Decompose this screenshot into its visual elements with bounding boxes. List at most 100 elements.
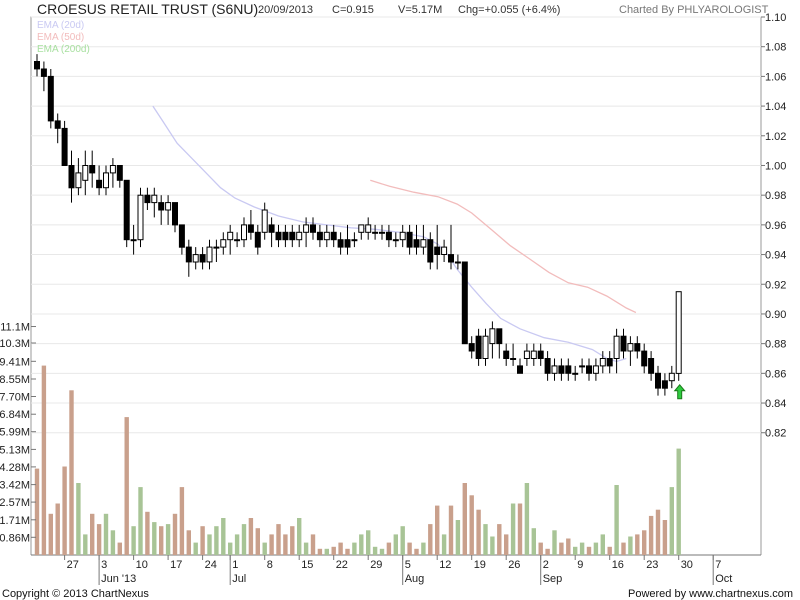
- volume-bars: [34, 365, 681, 555]
- volume-bar: [34, 468, 40, 555]
- volume-tick-label: 1.71M: [0, 515, 30, 527]
- candle-body: [496, 328, 503, 345]
- candle-body: [234, 239, 241, 242]
- up-arrow-icon: [673, 383, 686, 400]
- volume-bar: [593, 542, 599, 555]
- candle-body: [227, 231, 234, 241]
- volume-bar: [55, 503, 60, 555]
- candle-body: [40, 68, 47, 77]
- volume-bar: [559, 542, 564, 555]
- day-tick-label: 23: [646, 559, 658, 571]
- day-tick-label: 12: [439, 559, 451, 571]
- candle-body: [247, 224, 254, 233]
- candlesticks: [34, 54, 682, 396]
- day-tick-label: 3: [101, 559, 107, 571]
- candle-body: [675, 291, 682, 374]
- header-volume: V=5.17M: [398, 4, 442, 16]
- volume-bar: [524, 483, 530, 555]
- month-tick-label: Jul: [232, 573, 246, 585]
- candle-body: [503, 350, 510, 360]
- volume-bar: [76, 483, 81, 555]
- candle-body: [220, 239, 227, 248]
- volume-bar: [172, 513, 178, 555]
- candle-body: [344, 239, 351, 248]
- volume-bar: [345, 548, 350, 555]
- volume-bar: [614, 485, 619, 555]
- candle-body: [268, 224, 275, 233]
- candle-body: [454, 261, 461, 264]
- candle-body: [68, 165, 75, 189]
- day-tick-label: 8: [267, 559, 273, 571]
- volume-bar: [421, 542, 426, 555]
- volume-bar: [228, 542, 233, 555]
- volume-bar: [579, 542, 585, 555]
- volume-tick-label: 8.55M: [0, 374, 30, 386]
- volume-bar: [200, 526, 205, 555]
- volume-bar: [393, 534, 398, 555]
- volume-bar: [379, 548, 385, 555]
- month-tick-label: Jun '13: [101, 573, 136, 585]
- candle-body: [510, 358, 517, 360]
- volume-bar: [331, 546, 336, 555]
- candle-body: [530, 350, 537, 360]
- header-date: 20/09/2013: [258, 4, 313, 16]
- candle-body: [544, 358, 551, 374]
- price-tick-label: 0.94: [765, 250, 786, 262]
- volume-bar: [642, 530, 647, 555]
- candle-body: [523, 350, 530, 360]
- candle-body: [289, 231, 296, 241]
- volume-bar: [504, 534, 509, 555]
- volume-bar: [117, 542, 122, 555]
- candle-body: [627, 343, 634, 352]
- volume-bar: [469, 495, 474, 555]
- volume-bar: [400, 526, 405, 555]
- price-tick-label: 0.92: [765, 279, 786, 291]
- candle-body: [613, 335, 620, 360]
- volume-bar: [41, 365, 47, 555]
- volume-bar: [276, 524, 281, 555]
- price-tick-label: 1.04: [765, 101, 786, 113]
- volume-bar: [193, 542, 198, 555]
- candle-body: [420, 239, 427, 248]
- volume-bar: [221, 518, 226, 555]
- volume-bar: [621, 542, 626, 555]
- volume-bar: [352, 542, 357, 555]
- header-close: C=0.915: [332, 4, 374, 16]
- candle-body: [275, 231, 282, 241]
- candle-body: [413, 239, 420, 248]
- volume-bar: [573, 546, 578, 555]
- chart-title: CROESUS RETAIL TRUST (S6NU): [37, 1, 258, 17]
- volume-bar: [483, 524, 488, 555]
- volume-bar: [90, 513, 95, 555]
- volume-bar: [476, 509, 481, 555]
- volume-bar: [386, 542, 392, 555]
- candle-body: [392, 239, 399, 242]
- day-tick-label: 1: [232, 559, 238, 571]
- volume-bar: [234, 534, 240, 555]
- candle-body: [116, 165, 123, 181]
- candle-body: [551, 365, 558, 374]
- day-tick-label: 7: [715, 559, 721, 571]
- price-tick-label: 0.96: [765, 220, 786, 232]
- bottom-axis-strip: [0, 555, 800, 588]
- candle-body: [282, 231, 289, 241]
- candle-body: [185, 246, 192, 263]
- candle-body: [579, 365, 586, 368]
- candle-body: [517, 365, 523, 374]
- candle-body: [213, 246, 220, 249]
- candle-body: [365, 224, 372, 233]
- day-tick-label: 19: [474, 559, 486, 571]
- volume-bar: [586, 546, 592, 555]
- candle-body: [372, 231, 379, 234]
- volume-bar: [248, 518, 254, 555]
- candle-body: [123, 179, 130, 241]
- volume-bar: [552, 530, 557, 555]
- header-credit: Charted By PHLYAROLOGIST: [619, 4, 769, 16]
- candle-body: [310, 224, 316, 233]
- day-tick-label: 24: [205, 559, 217, 571]
- candle-body: [537, 350, 544, 360]
- volume-tick-label: 11.1M: [0, 322, 30, 334]
- volume-bar: [297, 518, 302, 555]
- candle-body: [330, 231, 337, 241]
